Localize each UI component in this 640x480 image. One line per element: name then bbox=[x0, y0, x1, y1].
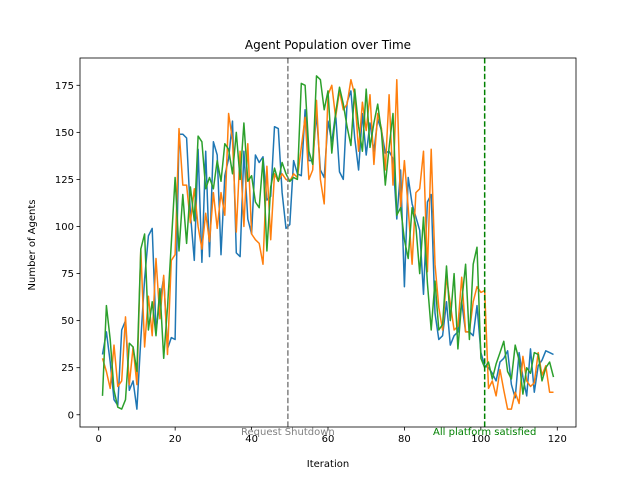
series-line-1 bbox=[101, 90, 554, 410]
x-tick-label: 120 bbox=[548, 434, 567, 445]
y-axis-label: Number of Agents bbox=[27, 200, 38, 291]
vline-label-2: All platform satisfied bbox=[433, 427, 536, 438]
y-tick-label: 125 bbox=[55, 175, 74, 186]
y-tick-label: 100 bbox=[55, 222, 74, 233]
vline-labels: Request Shutdown All platform satisfied bbox=[241, 427, 536, 438]
x-tick-label: 0 bbox=[96, 434, 102, 445]
y-tick-label: 25 bbox=[61, 363, 74, 374]
y-tick-label: 0 bbox=[68, 410, 74, 421]
y-tick-label: 175 bbox=[55, 81, 74, 92]
plot-content bbox=[101, 58, 555, 427]
vline-label-1: Request Shutdown bbox=[241, 427, 335, 438]
x-tick-label: 60 bbox=[322, 434, 335, 445]
x-tick-label: 100 bbox=[471, 434, 490, 445]
x-tick-label: 80 bbox=[398, 434, 411, 445]
ticks: 0 20 40 60 80 100 120 0 25 50 75 100 125 150 175 bbox=[55, 81, 567, 445]
x-tick-label: 40 bbox=[245, 434, 258, 445]
y-tick-label: 50 bbox=[61, 316, 74, 327]
y-tick-label: 150 bbox=[55, 128, 74, 139]
chart-title: Agent Population over Time bbox=[245, 38, 411, 52]
axes-frame bbox=[79, 57, 577, 428]
series-line-3 bbox=[101, 75, 555, 410]
x-tick-label: 20 bbox=[169, 434, 182, 445]
x-axis-label: Iteration bbox=[307, 459, 349, 470]
y-tick-label: 75 bbox=[61, 269, 74, 280]
